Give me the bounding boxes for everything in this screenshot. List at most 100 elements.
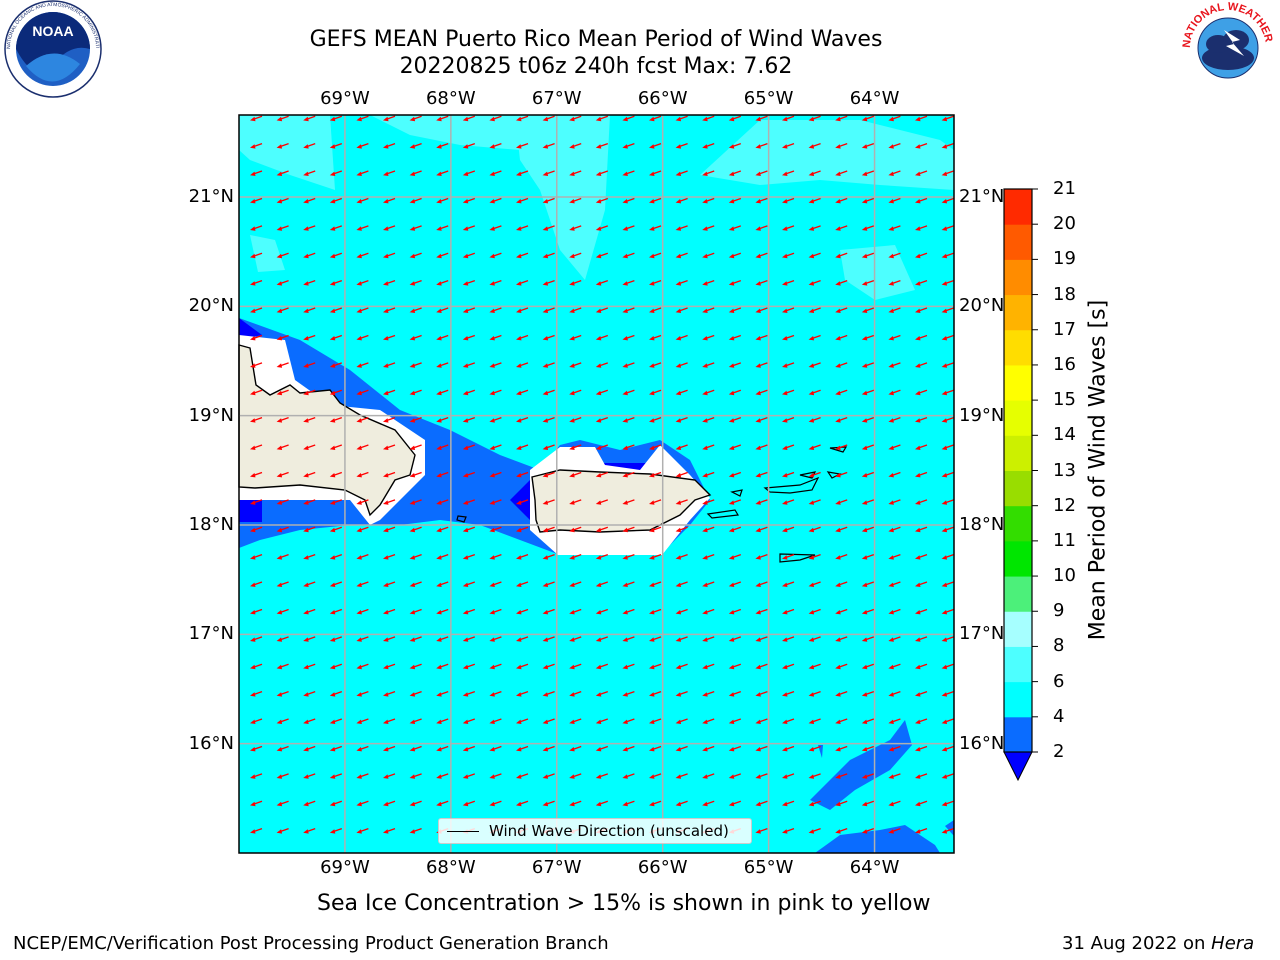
wind-arrow (622, 252, 635, 259)
wind-arrow (569, 554, 582, 560)
colorbar-extend-min (1003, 751, 1033, 782)
wind-arrow (462, 362, 476, 368)
lon-tick-top: 69°W (320, 88, 370, 109)
wind-arrow (276, 334, 289, 341)
wind-arrow (808, 170, 821, 176)
wind-arrow (649, 526, 662, 533)
wind-arrow (622, 636, 635, 642)
wind-arrow (702, 252, 715, 259)
wind-arrow (782, 417, 795, 423)
wind-arrow (675, 170, 688, 176)
wind-arrow (409, 307, 422, 313)
wind-arrow (915, 225, 928, 231)
wind-arrow (649, 608, 662, 615)
wind-arrow (276, 554, 289, 560)
wind-arrow (595, 389, 609, 396)
island-outline (706, 509, 739, 519)
island-outline (763, 476, 820, 494)
wind-arrow (250, 197, 263, 204)
wind-arrow (516, 334, 529, 341)
wind-arrow (542, 554, 555, 560)
wind-arrow (303, 608, 316, 615)
lat-tick-left: 16°N (188, 732, 234, 754)
wind-arrow (941, 636, 954, 642)
wind-arrow (755, 417, 768, 423)
wind-arrow (941, 444, 954, 450)
wind-arrow (569, 252, 582, 259)
wind-arrow (941, 115, 954, 122)
wind-arrow (436, 115, 449, 122)
wind-arrow (728, 307, 742, 313)
island-outline (456, 515, 467, 523)
colorbar-tick-label: 6 (1053, 670, 1065, 692)
wind-arrow (835, 691, 848, 697)
wind-arrow (569, 663, 582, 670)
wind-arrow (569, 499, 582, 505)
lon-tick-top: 67°W (531, 88, 582, 109)
wind-arrow (436, 581, 449, 587)
lat-tick-left: 19°N (188, 404, 234, 426)
wind-arrow (622, 526, 635, 533)
wind-arrow (303, 581, 316, 587)
wind-arrow (782, 745, 795, 752)
wind-arrow (356, 225, 369, 231)
wind-arrow (303, 362, 316, 368)
wind-arrow (250, 554, 263, 560)
wind-arrow (755, 225, 768, 231)
wind-arrow (782, 773, 795, 779)
colorbar-tick-label: 8 (1053, 635, 1065, 657)
wind-arrow (808, 362, 821, 368)
wind-arrow (462, 444, 476, 450)
wind-arrow (915, 471, 928, 478)
wind-arrow (329, 773, 343, 779)
lat-tick-left: 20°N (188, 295, 234, 317)
wind-arrow (542, 526, 555, 533)
wind-arrow (436, 800, 449, 807)
lat-tick-right: 16°N (959, 732, 1005, 754)
wind-arrow (915, 499, 928, 505)
wind-arrow (941, 828, 954, 834)
wind-arrow (303, 718, 316, 724)
wind-arrow (436, 197, 449, 204)
wind-arrow (569, 197, 582, 204)
wind-arrow (888, 608, 901, 615)
wind-arrow (489, 389, 502, 396)
wind-arrow (276, 417, 289, 423)
wind-arrow (383, 444, 396, 450)
wind-arrow (595, 225, 609, 231)
wind-arrow (436, 143, 449, 149)
wind-arrow (303, 444, 316, 450)
wind-arrow (649, 197, 662, 204)
wind-arrow (702, 800, 715, 807)
wind-arrow (462, 115, 476, 122)
field-under (239, 498, 262, 522)
wind-arrow (675, 389, 688, 396)
wind-arrow (649, 636, 662, 642)
grid-layer (239, 115, 954, 853)
wind-arrow (755, 115, 768, 122)
wind-arrow (276, 444, 289, 450)
lon-tick-top: 64°W (849, 88, 900, 109)
wind-arrow (409, 608, 422, 615)
wind-arrow (702, 362, 715, 368)
wind-arrow (622, 745, 635, 752)
wind-arrow (675, 554, 688, 560)
wind-arrow (675, 417, 688, 423)
wind-arrow (728, 334, 742, 341)
wind-arrow (329, 608, 343, 615)
wind-arrow (489, 773, 502, 779)
wind-arrow (542, 773, 555, 779)
wind-arrow (649, 280, 662, 286)
wind-arrow (702, 554, 715, 560)
wind-arrow (595, 663, 609, 670)
wind-arrow (356, 417, 369, 423)
wind-arrow (782, 280, 795, 286)
wind-arrow (569, 745, 582, 752)
wind-arrow (782, 663, 795, 670)
wind-arrow (276, 252, 289, 259)
wind-arrow (462, 225, 476, 231)
wind-arrow (755, 773, 768, 779)
noaa-logo-text: NOAA (32, 23, 73, 39)
wind-arrow (489, 280, 502, 286)
